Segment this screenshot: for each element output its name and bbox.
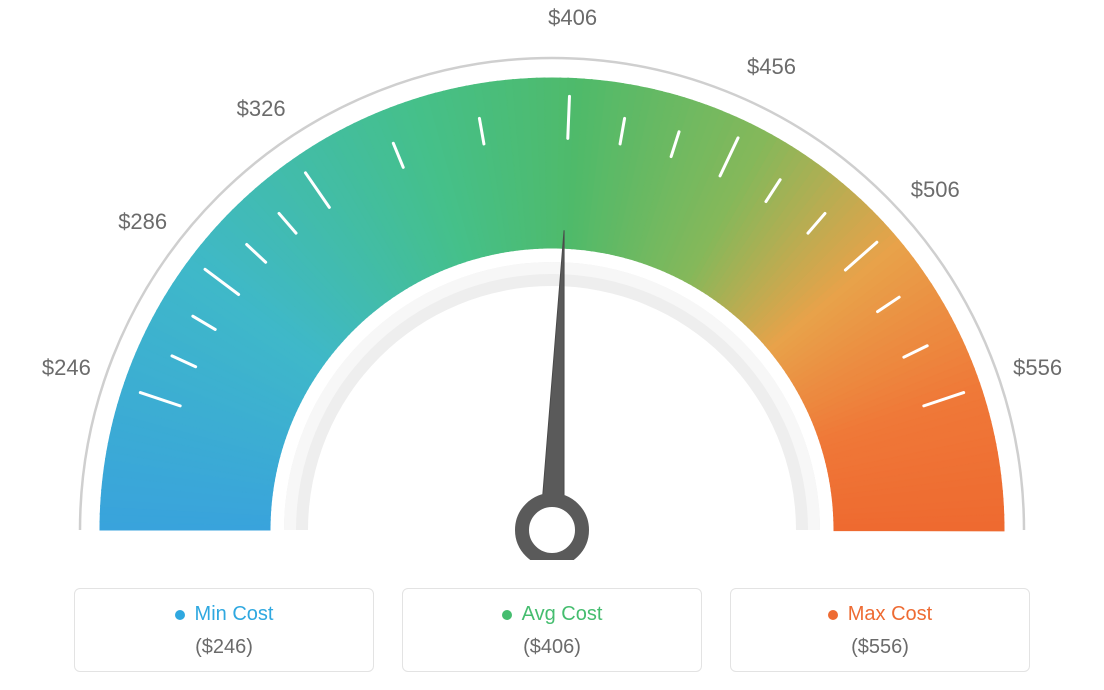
legend-title: Avg Cost xyxy=(502,603,603,626)
legend-card-max: Max Cost ($556) xyxy=(730,588,1030,672)
legend-card-avg: Avg Cost ($406) xyxy=(402,588,702,672)
legend-value: ($246) xyxy=(75,636,373,659)
gauge-tick-label: $556 xyxy=(1013,355,1062,381)
legend-title: Max Cost xyxy=(828,603,932,626)
gauge-tick-label: $286 xyxy=(118,209,167,235)
gauge-chart: $246 $286 $326 $406 $456 $506 $556 xyxy=(0,0,1104,560)
legend-row: Min Cost ($246) Avg Cost ($406) Max Cost ($55… xyxy=(0,588,1104,672)
gauge-tick-label: $246 xyxy=(42,355,91,381)
legend-value: ($556) xyxy=(731,636,1029,659)
legend-label: Max Cost xyxy=(848,603,932,626)
legend-label: Avg Cost xyxy=(522,603,603,626)
gauge-tick-label: $506 xyxy=(911,177,960,203)
legend-dot-icon xyxy=(828,610,838,620)
legend-value: ($406) xyxy=(403,636,701,659)
gauge-tick-label: $406 xyxy=(548,5,597,31)
gauge-svg xyxy=(0,0,1104,560)
legend-label: Min Cost xyxy=(195,603,274,626)
legend-title: Min Cost xyxy=(175,603,274,626)
legend-dot-icon xyxy=(502,610,512,620)
gauge-tick-label: $456 xyxy=(747,54,796,80)
gauge-tick-label: $326 xyxy=(237,96,286,122)
legend-dot-icon xyxy=(175,610,185,620)
legend-card-min: Min Cost ($246) xyxy=(74,588,374,672)
